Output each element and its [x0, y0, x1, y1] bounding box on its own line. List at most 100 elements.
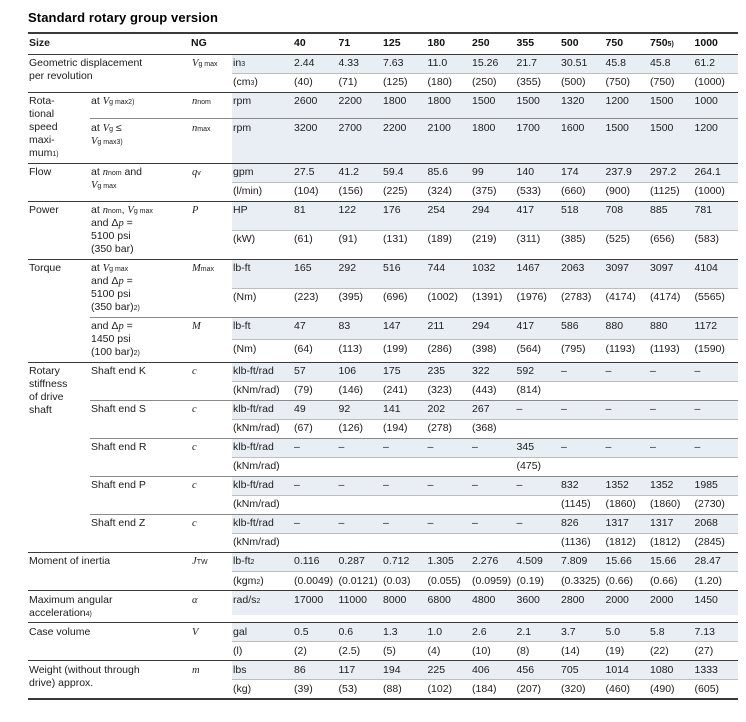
value-cell: 83: [337, 316, 383, 340]
value-cell: –: [471, 475, 516, 496]
size-column-header-3: 125: [382, 31, 427, 55]
value-cell: 254: [426, 200, 472, 231]
value-cell: (0.66): [649, 570, 694, 591]
value-cell: 174: [560, 162, 605, 183]
value-cell: (323): [426, 380, 472, 401]
unit-cell: (cm3): [232, 72, 294, 93]
row-sublabel: Shaft end P: [90, 475, 191, 515]
value-cell: 1600: [560, 118, 605, 164]
value-cell: [649, 380, 694, 401]
value-cell: 11.0: [426, 53, 472, 74]
table-row: (kNm/rad) (67) (126) (194) (278) (368): [28, 418, 739, 439]
value-cell: 880: [604, 316, 650, 340]
value-cell: 1500: [604, 118, 650, 164]
unit-cell: lb-ft: [232, 258, 294, 289]
value-cell: (1812): [604, 532, 650, 553]
value-cell: 211: [426, 316, 472, 340]
value-cell: 2068: [693, 513, 739, 534]
value-cell: 294: [471, 316, 516, 340]
value-cell: 2100: [426, 118, 472, 164]
section-label: Weight (without through drive) approx.: [28, 660, 191, 700]
value-cell: 1200: [604, 91, 650, 119]
value-cell: –: [382, 437, 427, 458]
datasheet-page: Standard rotary group version Size NG 40 71…: [28, 10, 739, 701]
symbol-cell: c: [190, 437, 233, 477]
table-row: Weight (without through drive) approx. m lb…: [28, 660, 739, 700]
table-row: (kW) (61) (91) (131) (189) (219) (311) (385) (52…: [28, 229, 739, 260]
value-cell: 1032: [471, 258, 516, 289]
value-cell: 1500: [649, 118, 694, 164]
value-cell: [516, 615, 561, 622]
value-cell: 0.287: [337, 551, 383, 572]
value-cell: –: [293, 513, 338, 534]
section-label: Moment of inertia: [28, 551, 191, 591]
table-body: Geometric displacement per revolution Vg m…: [28, 53, 739, 700]
value-cell: 47: [293, 316, 338, 340]
value-cell: [694, 615, 739, 622]
value-cell: 297.2: [649, 162, 694, 183]
value-cell: (583): [693, 229, 739, 260]
value-cell: (278): [426, 418, 472, 439]
value-cell: 1450: [693, 590, 739, 616]
value-cell: (207): [515, 679, 561, 700]
unit-cell: (kNm/rad): [232, 380, 294, 401]
value-cell: [293, 494, 338, 515]
table-row: (kNm/rad) (475): [28, 456, 739, 477]
value-cell: [515, 494, 561, 515]
value-cell: (14): [560, 641, 605, 661]
value-cell: 57: [293, 361, 338, 382]
value-cell: –: [560, 399, 605, 420]
value-cell: 3097: [604, 258, 650, 289]
value-cell: (8): [515, 641, 561, 661]
value-cell: 45.8: [604, 53, 650, 74]
value-cell: 4.33: [337, 53, 383, 74]
symbol-cell: M: [190, 316, 233, 363]
value-cell: 0.5: [293, 622, 338, 642]
value-cell: (0.03): [382, 570, 427, 591]
value-cell: [693, 380, 739, 401]
value-cell: [649, 615, 694, 622]
symbol-cell: Mmax: [190, 258, 233, 318]
value-cell: (2): [293, 641, 338, 661]
value-cell: 744: [426, 258, 472, 289]
symbol-cell: nmax: [190, 118, 233, 164]
table-row: at Vg ≤ Vg max3) nmax rpm 3200 2700 2200 2100 18…: [28, 118, 739, 164]
unit-cell: klb-ft/rad: [232, 361, 294, 382]
value-cell: –: [337, 475, 383, 496]
value-cell: 518: [560, 200, 605, 231]
value-cell: 15.66: [604, 551, 650, 572]
value-cell: 1352: [649, 475, 694, 496]
symbol-cell: P: [190, 200, 233, 260]
value-cell: –: [515, 513, 561, 534]
size-column-header-4: 180: [426, 31, 472, 55]
value-cell: (443): [471, 380, 516, 401]
value-cell: [560, 418, 605, 439]
table-row: Rota-tional speed maxi-mum1) at Vg max2) nno…: [28, 91, 739, 164]
value-cell: 1985: [693, 475, 739, 496]
value-cell: (126): [337, 418, 383, 439]
table-row: (kNm/rad) (1136) (1812) (1812) (2845): [28, 532, 739, 553]
value-cell: 3.7: [560, 622, 605, 642]
unit-cell: (Nm): [232, 339, 294, 363]
value-cell: (250): [471, 72, 516, 93]
value-cell: (53): [337, 679, 383, 700]
value-cell: (0.19): [515, 570, 561, 591]
value-cell: [382, 494, 427, 515]
value-cell: –: [471, 513, 516, 534]
value-cell: –: [649, 437, 694, 458]
value-cell: (219): [471, 229, 516, 260]
unit-cell: (l): [232, 641, 294, 661]
column-header-size: Size: [28, 31, 191, 55]
value-cell: 141: [382, 399, 427, 420]
value-cell: 2.276: [471, 551, 516, 572]
value-cell: –: [560, 437, 605, 458]
value-cell: [293, 532, 338, 553]
value-cell: (500): [560, 72, 605, 93]
value-cell: [471, 532, 516, 553]
value-cell: (0.3325): [560, 570, 605, 591]
value-cell: 15.66: [649, 551, 694, 572]
column-header-unit-spacer: [232, 31, 294, 55]
